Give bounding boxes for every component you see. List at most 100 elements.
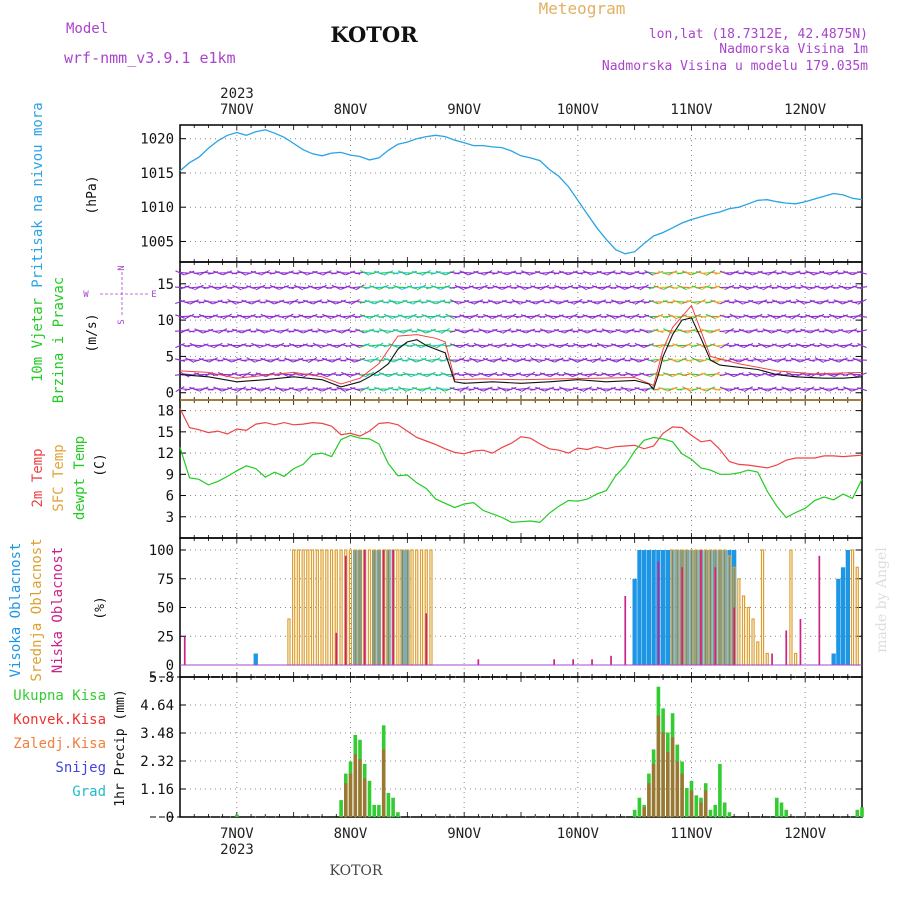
precip-bar	[718, 764, 722, 817]
temp-2m-line	[180, 409, 862, 468]
precip-bar	[713, 805, 717, 817]
cloud-bar	[316, 550, 318, 665]
cloud-bar	[762, 550, 764, 665]
temp-side-labels: 2m Temp SFC Temp dewpt Temp (C)	[30, 436, 108, 520]
cloud-side-labels: Visoka Oblacnost Srednja Oblacnost Niska…	[8, 538, 108, 681]
precip-bar	[647, 783, 651, 817]
precip-bar	[652, 764, 656, 817]
cloud-bar	[757, 642, 759, 665]
precip-bar	[344, 783, 348, 817]
top-date-tick: 11NOV	[670, 102, 713, 118]
wind-speed-line	[180, 318, 862, 389]
y-tick-label: 1010	[140, 200, 174, 216]
cloud-bar	[321, 550, 323, 665]
precip-legend-item: Ukupna Kisa	[13, 688, 106, 704]
wind-ylabel: (m/s)	[85, 313, 100, 352]
y-tick-label: 9	[166, 467, 174, 483]
bottom-date-tick: 8NOV	[334, 826, 368, 842]
cloud-low-label: Niska Oblacnost	[50, 547, 66, 673]
precip-bar	[372, 805, 376, 817]
precip-panel: 01.162.323.484.645.8	[140, 670, 864, 826]
cloud-bar	[661, 550, 665, 665]
precip-bar	[358, 759, 362, 817]
cloud-bar	[610, 656, 612, 665]
precip-legend-item: Snijeg	[55, 760, 106, 776]
y-tick-label: 0	[166, 810, 174, 826]
precip-bar	[704, 790, 708, 817]
temp-dewpt-label: dewpt Temp	[72, 436, 88, 520]
precip-bar	[728, 812, 732, 817]
bottom-date-tick: 10NOV	[557, 826, 600, 842]
precip-bar	[695, 795, 699, 817]
cloud-bar	[364, 550, 366, 665]
cloud-bar	[700, 550, 702, 665]
y-tick-label: 0	[166, 386, 174, 402]
y-tick-label: 2.32	[140, 754, 174, 770]
precip-bar	[391, 798, 395, 817]
cloud-bar	[302, 550, 304, 665]
cloud-bar	[738, 579, 740, 665]
y-tick-label: 25	[157, 629, 174, 645]
cloud-bar	[743, 596, 745, 665]
cloud-bar	[642, 550, 646, 665]
precip-bar	[657, 716, 661, 817]
cloud-bar	[714, 567, 716, 665]
cloud-high-label: Visoka Oblacnost	[8, 543, 24, 678]
cloud-bar	[800, 619, 802, 665]
wind-title-line1: 10m Vjetar	[30, 298, 46, 382]
temperature-panel-frame	[180, 400, 862, 538]
pressure-title: Pritisak na nivou mora	[30, 102, 46, 287]
top-year-label: 2023	[220, 86, 254, 102]
cloud-bar	[832, 654, 836, 666]
precip-bar	[387, 793, 391, 817]
cloud-bar	[752, 619, 754, 665]
precip-bar	[666, 752, 670, 817]
wind-dir-e: E	[151, 290, 156, 300]
precip-bar	[780, 803, 784, 818]
y-tick-label: 5	[166, 349, 174, 365]
precip-bar	[396, 812, 400, 817]
cloud-bar	[307, 550, 309, 665]
cloud-bar	[658, 562, 660, 666]
precip-bar	[723, 803, 727, 818]
station-title: KOTOR	[330, 22, 418, 47]
wind-dir-s: S	[117, 319, 127, 324]
lonlat-text: lon,lat (18.7312E, 42.4875N)	[649, 27, 868, 42]
watermark: made by Angel	[874, 547, 890, 653]
y-tick-label: 15	[157, 425, 174, 441]
y-tick-label: 1020	[140, 132, 174, 148]
cloud-bar	[478, 659, 480, 665]
cloud-bar	[416, 550, 418, 665]
y-tick-label: 50	[157, 601, 174, 617]
precip-bar	[699, 803, 703, 818]
cloud-bar	[312, 550, 314, 665]
cloud-bar	[733, 608, 735, 666]
precip-bar	[775, 798, 779, 817]
precip-bar	[642, 807, 646, 817]
cloud-bar	[397, 550, 399, 665]
top-date-tick: 7NOV	[220, 102, 254, 118]
cloud-bar	[846, 550, 850, 665]
y-tick-label: 100	[149, 543, 174, 559]
cloud-mid-label: Srednja Oblacnost	[29, 538, 45, 681]
cloud-bar	[184, 636, 186, 665]
precip-bar	[709, 810, 713, 817]
model-elevation-text: Nadmorska Visina u modelu 179.035m	[602, 59, 868, 74]
cloud-bar	[425, 613, 427, 665]
cloud-bar	[856, 567, 858, 665]
pressure-side-labels: Pritisak na nivou mora (hPa)	[30, 102, 100, 287]
y-tick-label: 12	[157, 446, 174, 462]
y-tick-label: 4.64	[140, 698, 174, 714]
bottom-year-label: 2023	[220, 842, 254, 858]
y-tick-label: 6	[166, 489, 174, 505]
model-name: wrf-nmm_v3.9.1 e1km	[64, 49, 236, 67]
precip-bar	[860, 807, 864, 817]
precip-panel-frame	[180, 677, 862, 817]
precip-bar	[235, 815, 239, 817]
y-tick-label: 3.48	[140, 726, 174, 742]
cloud-bar	[383, 550, 385, 665]
